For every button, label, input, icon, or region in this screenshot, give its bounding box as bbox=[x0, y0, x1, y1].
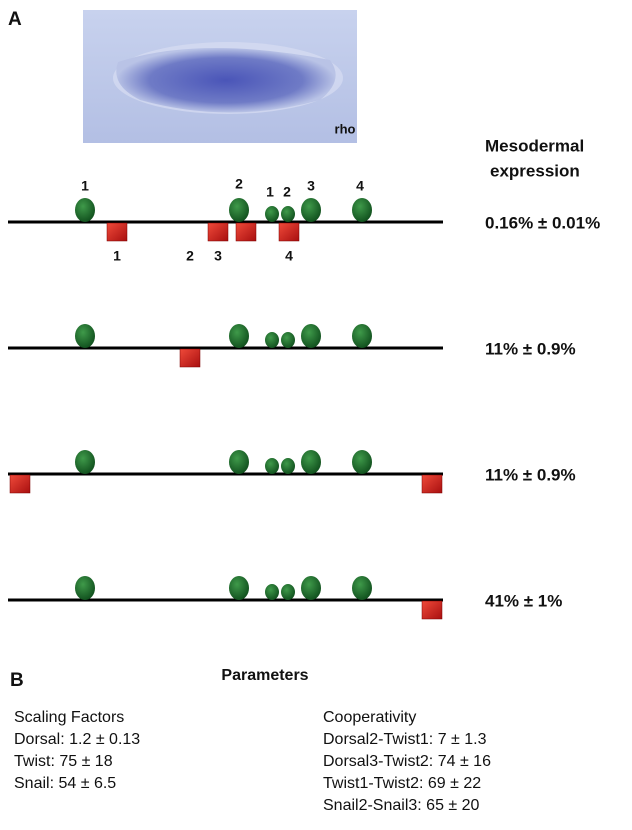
activator-site bbox=[265, 458, 279, 474]
panel-label: B bbox=[10, 670, 24, 691]
repressor-site bbox=[422, 475, 442, 493]
image-label: rho bbox=[335, 121, 356, 136]
column-title: Cooperativity bbox=[323, 709, 416, 726]
activator-site bbox=[229, 324, 249, 348]
activator-site bbox=[265, 206, 279, 222]
site-label: 3 bbox=[214, 248, 222, 264]
expression-value: 0.16% ± 0.01% bbox=[485, 213, 600, 232]
activator-site bbox=[352, 324, 372, 348]
site-label: 4 bbox=[285, 248, 293, 264]
parameter: Dorsal: 1.2 ± 0.13 bbox=[14, 731, 140, 748]
site-label: 2 bbox=[235, 176, 243, 192]
repressor-site bbox=[10, 475, 30, 493]
parameters-title: Parameters bbox=[221, 667, 308, 684]
site-label: 1 bbox=[81, 178, 89, 194]
expression-value: 11% ± 0.9% bbox=[485, 339, 576, 358]
repressor-site bbox=[107, 223, 127, 241]
expression-value: 11% ± 0.9% bbox=[485, 465, 576, 484]
activator-site bbox=[281, 458, 295, 474]
activator-site bbox=[75, 324, 95, 348]
parameter: Snail2-Snail3: 65 ± 20 bbox=[323, 797, 480, 814]
activator-site bbox=[301, 450, 321, 474]
activator-site bbox=[265, 332, 279, 348]
repressor-site bbox=[208, 223, 228, 241]
parameter: Twist: 75 ± 18 bbox=[14, 753, 113, 770]
site-label: 3 bbox=[307, 178, 315, 194]
activator-site bbox=[352, 576, 372, 600]
activator-site bbox=[75, 450, 95, 474]
repressor-site bbox=[279, 223, 299, 241]
site-label: 4 bbox=[356, 178, 364, 194]
activator-site bbox=[229, 198, 249, 222]
figure: A rho Mesodermal expression B Parameters… bbox=[0, 0, 632, 825]
activator-site bbox=[301, 324, 321, 348]
parameter: Twist1-Twist2: 69 ± 22 bbox=[323, 775, 481, 792]
activator-site bbox=[281, 332, 295, 348]
activator-site bbox=[352, 450, 372, 474]
repressor-site bbox=[236, 223, 256, 241]
parameter: Dorsal2-Twist1: 7 ± 1.3 bbox=[323, 731, 487, 748]
expression-value: 41% ± 1% bbox=[485, 591, 562, 610]
site-label: 1 bbox=[113, 248, 121, 264]
activator-site bbox=[301, 198, 321, 222]
header: Mesodermal bbox=[485, 136, 584, 155]
column-title: Scaling Factors bbox=[14, 709, 124, 726]
site-label: 1 bbox=[266, 184, 274, 200]
site-label: 2 bbox=[283, 184, 291, 200]
repressor-site bbox=[422, 601, 442, 619]
repressor-site bbox=[180, 349, 200, 367]
activator-site bbox=[229, 576, 249, 600]
site-label: 2 bbox=[186, 248, 194, 264]
parameter: Dorsal3-Twist2: 74 ± 16 bbox=[323, 753, 491, 770]
activator-site bbox=[352, 198, 372, 222]
activator-site bbox=[75, 198, 95, 222]
activator-site bbox=[265, 584, 279, 600]
activator-site bbox=[301, 576, 321, 600]
activator-site bbox=[281, 206, 295, 222]
activator-site bbox=[75, 576, 95, 600]
activator-site bbox=[281, 584, 295, 600]
activator-site bbox=[229, 450, 249, 474]
header: expression bbox=[490, 161, 580, 180]
parameter: Snail: 54 ± 6.5 bbox=[14, 775, 116, 792]
panel-label: A bbox=[8, 9, 22, 30]
